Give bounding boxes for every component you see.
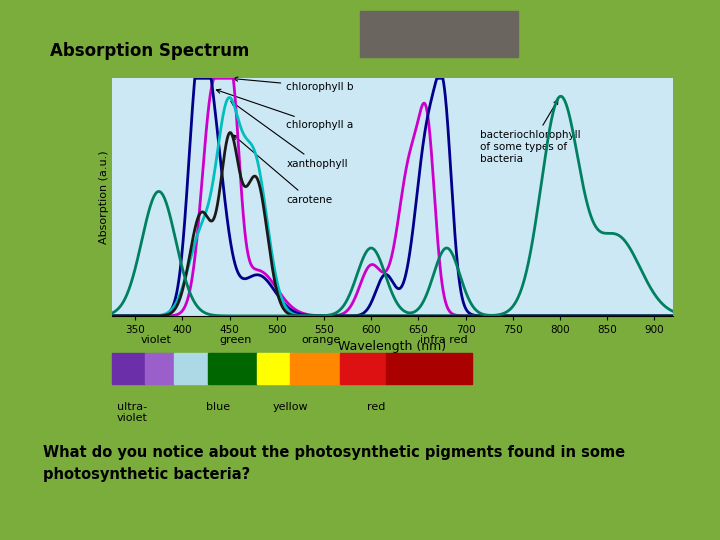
- Bar: [387, 353, 472, 384]
- Text: blue: blue: [206, 402, 230, 412]
- Text: xanthophyll: xanthophyll: [231, 102, 348, 168]
- Text: Absorption Spectrum: Absorption Spectrum: [50, 42, 250, 60]
- Bar: [340, 353, 387, 384]
- Bar: [174, 353, 207, 384]
- Text: chlorophyll a: chlorophyll a: [217, 89, 354, 130]
- Text: red: red: [366, 402, 385, 412]
- Text: orange: orange: [302, 335, 341, 345]
- Y-axis label: Absorption (a.u.): Absorption (a.u.): [99, 150, 109, 244]
- Bar: [257, 353, 290, 384]
- Text: chlorophyll b: chlorophyll b: [233, 77, 354, 92]
- Text: infra red: infra red: [420, 335, 467, 345]
- Bar: [290, 353, 340, 384]
- Text: violet: violet: [140, 335, 171, 345]
- Text: What do you notice about the photosynthetic pigments found in some
photosyntheti: What do you notice about the photosynthe…: [43, 446, 626, 482]
- Bar: [112, 353, 145, 384]
- Bar: [145, 353, 174, 384]
- Text: carotene: carotene: [233, 135, 333, 205]
- X-axis label: Wavelength (nm): Wavelength (nm): [338, 341, 446, 354]
- Bar: [207, 353, 257, 384]
- Text: green: green: [220, 335, 252, 345]
- Text: bacteriochlorophyll
of some types of
bacteria: bacteriochlorophyll of some types of bac…: [480, 100, 580, 164]
- Text: ultra-
violet: ultra- violet: [117, 402, 148, 423]
- Text: yellow: yellow: [273, 402, 308, 412]
